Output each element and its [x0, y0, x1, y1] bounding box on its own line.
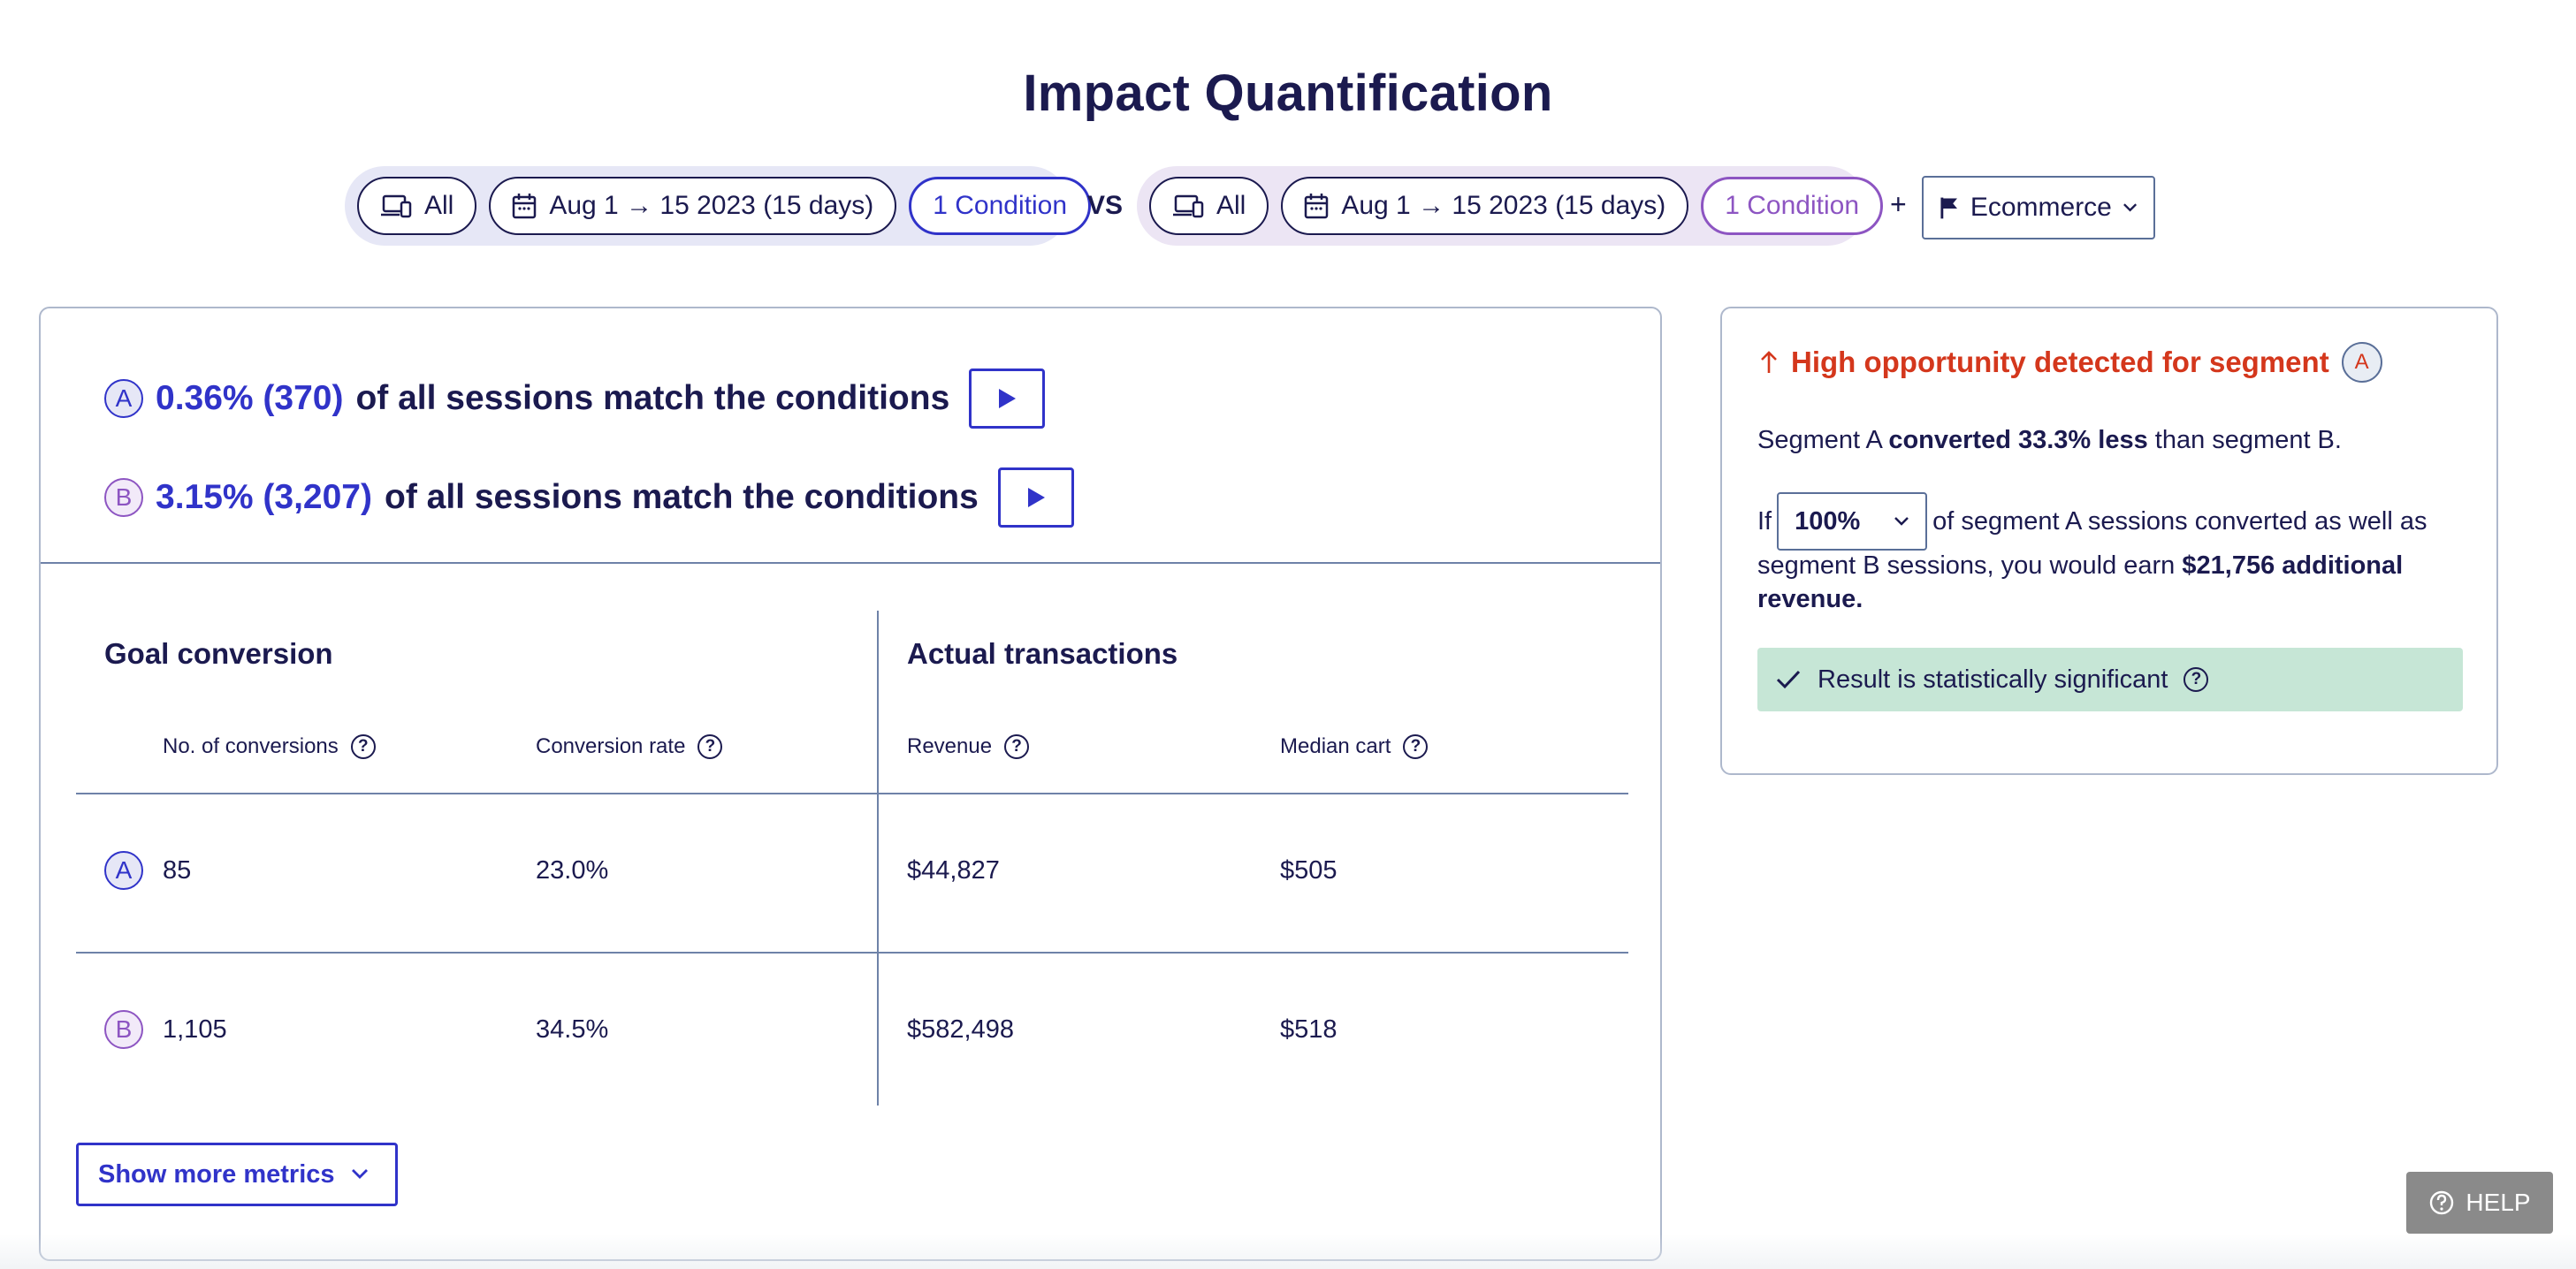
conversions-column-header: No. of conversions ?: [163, 734, 376, 759]
conversions-column-label: No. of conversions: [163, 734, 339, 758]
row-a-badge: A: [104, 851, 143, 890]
revenue-column-header: Revenue ?: [907, 734, 1030, 759]
chevron-down-icon: [1894, 517, 1909, 526]
row-b-badge: B: [104, 1010, 143, 1049]
projection-revenue-suffix: revenue.: [1757, 585, 1863, 613]
segment-a-session-share: 0.36% (370): [156, 379, 344, 417]
segment-b-device-filter[interactable]: All: [1149, 177, 1269, 235]
help-button[interactable]: HELP: [2406, 1172, 2553, 1234]
actual-transactions-heading: Actual transactions: [907, 637, 1178, 670]
opportunity-card: High opportunity detected for segment A …: [1720, 307, 2498, 775]
segment-a-play-button[interactable]: [969, 369, 1046, 429]
projection-text-1: of segment A sessions converted as well …: [1932, 507, 2427, 536]
device-icon: [381, 194, 412, 218]
segment-b-play-button[interactable]: [997, 467, 1074, 528]
help-circle-icon[interactable]: ?: [350, 734, 376, 759]
median-cart-column-label: Median cart: [1280, 734, 1391, 758]
add-filter-plus[interactable]: +: [1890, 188, 1907, 220]
segment-a-session-text: of all sessions match the conditions: [355, 379, 950, 417]
segment-a-session-summary: A 0.36% (370) of all sessions match the …: [104, 369, 1046, 429]
chevron-down-icon: [351, 1169, 368, 1179]
opportunity-title: High opportunity detected for segment A: [1759, 342, 2382, 383]
segment-a-date-filter[interactable]: Aug 1 → 15 2023 (15 days): [489, 177, 897, 235]
segment-a-date-label: Aug 1 → 15 2023 (15 days): [549, 191, 874, 220]
conversion-rate-column-header: Conversion rate ?: [536, 734, 723, 759]
vs-label: VS: [1087, 191, 1124, 220]
segment-a-badge: A: [104, 379, 143, 418]
table-row-divider: [76, 793, 1628, 794]
segment-b-badge: B: [104, 478, 143, 517]
page-title: Impact Quantification: [1023, 65, 1553, 122]
help-circle-icon[interactable]: ?: [697, 734, 723, 759]
segment-b-filters: All Aug 1 → 15 2023 (15 days) 1 Conditio…: [1137, 166, 1884, 246]
check-icon: [1776, 670, 1801, 689]
chevron-down-icon: [2123, 203, 2137, 212]
revenue-column-label: Revenue: [907, 734, 993, 758]
segment-a-device-label: All: [424, 191, 454, 220]
show-more-metrics-button[interactable]: Show more metrics: [76, 1143, 398, 1206]
percentage-select-value: 100%: [1795, 507, 1861, 536]
help-label: HELP: [2465, 1189, 2531, 1216]
median-cart-column-header: Median cart ?: [1280, 734, 1429, 759]
segment-b-condition-filter[interactable]: 1 Condition: [1701, 177, 1884, 235]
segment-a-device-filter[interactable]: All: [357, 177, 477, 235]
summary-text: Segment A: [1757, 426, 1889, 454]
percentage-select[interactable]: 100%: [1777, 492, 1928, 551]
flag-icon: [1940, 197, 1957, 219]
projection-revenue: $21,756 additional: [2182, 551, 2404, 580]
row-a-conversion-rate: 23.0%: [536, 856, 609, 885]
help-circle-icon[interactable]: ?: [2184, 667, 2209, 692]
goal-conversion-heading: Goal conversion: [104, 637, 333, 670]
segment-a-filters: All Aug 1 → 15 2023 (15 days) 1 Conditio…: [345, 166, 1092, 246]
help-circle-icon[interactable]: ?: [1004, 734, 1030, 759]
calendar-icon: [513, 194, 537, 219]
segment-a-condition-filter[interactable]: 1 Condition: [909, 177, 1092, 235]
play-icon: [999, 389, 1017, 408]
segment-b-session-text: of all sessions match the conditions: [385, 478, 979, 516]
row-b-median-cart: $518: [1280, 1015, 1338, 1044]
significance-text: Result is statistically significant: [1818, 665, 2168, 694]
device-icon: [1173, 194, 1204, 218]
segment-b-device-label: All: [1216, 191, 1246, 220]
projection-text-2: segment B sessions, you would earn: [1757, 551, 2183, 580]
goal-label: Ecommerce: [1970, 193, 2112, 222]
segment-b-date-filter[interactable]: Aug 1 → 15 2023 (15 days): [1281, 177, 1689, 235]
calendar-icon: [1305, 194, 1329, 219]
segment-b-session-summary: B 3.15% (3,207) of all sessions match th…: [104, 467, 1074, 528]
row-b-conversion-rate: 34.5%: [536, 1015, 609, 1044]
goal-dropdown[interactable]: Ecommerce: [1922, 176, 2155, 239]
opportunity-projection: If 100% of segment A sessions converted …: [1757, 489, 2482, 616]
arrow-up-icon: [1761, 351, 1777, 373]
segment-b-date-label: Aug 1 → 15 2023 (15 days): [1341, 191, 1666, 220]
opportunity-summary: Segment A converted 33.3% less than segm…: [1757, 423, 2342, 457]
row-a-revenue: $44,827: [907, 856, 1000, 885]
table-row-divider: [76, 952, 1628, 954]
help-circle-icon: [2430, 1190, 2454, 1215]
if-label: If: [1757, 507, 1772, 536]
row-a-conversions: 85: [163, 856, 192, 885]
column-divider: [877, 611, 879, 1106]
row-b-conversions: 1,105: [163, 1015, 227, 1044]
row-b-revenue: $582,498: [907, 1015, 1014, 1044]
summary-text-end: than segment B.: [2147, 426, 2342, 454]
metrics-card: A 0.36% (370) of all sessions match the …: [39, 307, 1662, 1261]
conversion-rate-column-label: Conversion rate: [536, 734, 686, 758]
section-divider: [41, 562, 1660, 564]
segment-b-session-share: 3.15% (3,207): [156, 478, 372, 516]
show-more-metrics-label: Show more metrics: [98, 1159, 335, 1189]
opportunity-title-text: High opportunity detected for segment: [1791, 346, 2329, 378]
summary-highlight: converted 33.3% less: [1888, 426, 2148, 454]
play-icon: [1027, 488, 1045, 507]
significance-banner: Result is statistically significant ?: [1757, 648, 2463, 711]
row-a-median-cart: $505: [1280, 856, 1338, 885]
opportunity-segment-badge: A: [2341, 342, 2382, 383]
help-circle-icon[interactable]: ?: [1403, 734, 1429, 759]
